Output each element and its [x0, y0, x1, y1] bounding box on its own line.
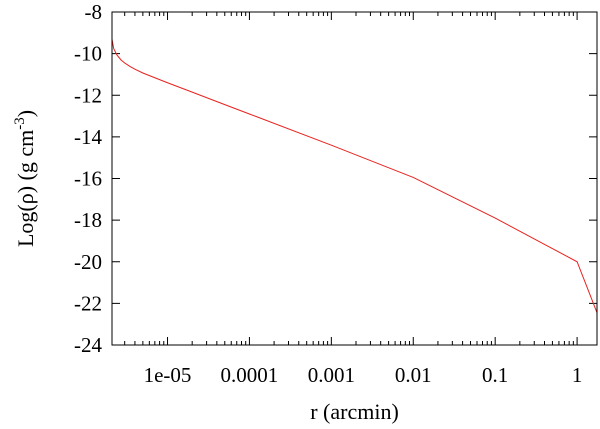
x-tick-label: 0.0001 [221, 363, 279, 387]
y-tick-label: -16 [74, 167, 102, 191]
y-axis-label-main: Log(ρ) (g cm [13, 130, 38, 247]
x-tick-label: 0.01 [395, 363, 432, 387]
y-tick-label: -22 [74, 291, 102, 315]
y-tick-label: -24 [74, 333, 102, 357]
y-tick-label: -18 [74, 208, 102, 232]
x-tick-label: 1e-05 [144, 363, 192, 387]
density-curve [111, 38, 598, 313]
x-tick-label: 0.1 [482, 363, 508, 387]
y-tick-label: -14 [74, 125, 102, 149]
x-tick-label: 1 [572, 363, 583, 387]
x-axis-ticks: 1e-05 0.0001 0.001 0.01 0.1 1 [124, 12, 583, 387]
y-axis-ticks: -8 -10 -12 -14 -16 -18 -20 -22 -24 [74, 0, 597, 357]
plot-frame [111, 11, 598, 346]
y-tick-label: -12 [74, 83, 102, 107]
y-tick-label: -10 [74, 42, 102, 66]
y-axis-label-close: ) [13, 110, 38, 117]
y-tick-label: -8 [85, 0, 103, 24]
y-tick-label: -20 [74, 250, 102, 274]
x-axis-label: r (arcmin) [310, 399, 399, 424]
y-axis-label: Log(ρ) (g cm-3) [12, 110, 38, 247]
y-axis-label-superscript: -3 [12, 117, 28, 130]
x-tick-label: 0.001 [308, 363, 355, 387]
